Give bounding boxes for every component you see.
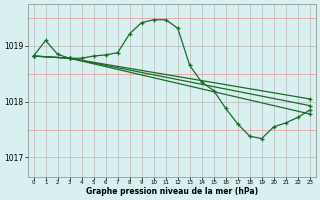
- X-axis label: Graphe pression niveau de la mer (hPa): Graphe pression niveau de la mer (hPa): [86, 187, 258, 196]
